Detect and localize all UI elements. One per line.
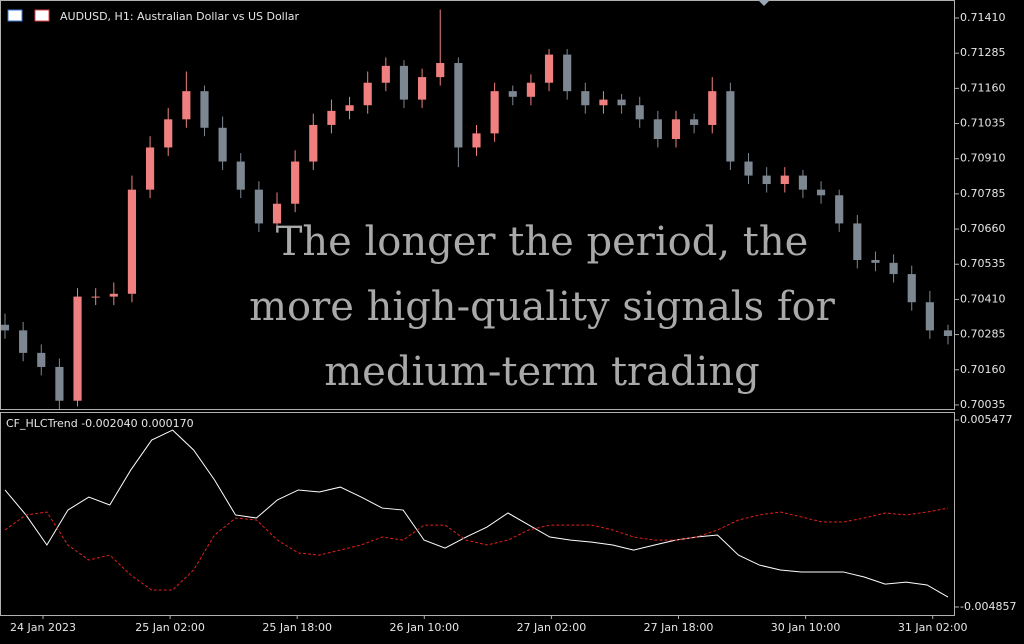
candle-body [381, 65, 390, 83]
candle-body [218, 127, 227, 162]
y-tick-label: 0.70535 [960, 257, 1006, 270]
x-tick-label: 26 Jan 10:00 [389, 621, 459, 634]
candle-body [436, 63, 445, 78]
candle-body [508, 91, 517, 97]
candle-body [164, 119, 173, 148]
candle-body [762, 175, 771, 185]
y-tick-label: 0.71285 [960, 46, 1006, 59]
period-icon[interactable] [34, 9, 50, 22]
candle-body [599, 99, 608, 106]
y-tick-label: 0.71410 [960, 11, 1006, 24]
indicator-label: CF_HLCTrend -0.002040 0.000170 [6, 417, 194, 430]
candle-body [254, 189, 263, 224]
candle-body [182, 91, 191, 120]
candle-body [418, 77, 427, 100]
y-tick-label: 0.70910 [960, 152, 1006, 165]
candle-body [798, 175, 808, 190]
symbol-icon[interactable] [7, 9, 23, 22]
candle-body [581, 91, 590, 106]
y-tick-label: 0.70410 [960, 292, 1006, 305]
candle-body [563, 54, 572, 92]
price-panel [0, 0, 955, 410]
y-tick-label: 0.005477 [960, 413, 1013, 426]
candle-body [780, 175, 789, 185]
candle-body [871, 260, 880, 263]
shift-marker [758, 0, 770, 6]
candle-body [835, 195, 844, 224]
y-tick-label: 0.71160 [960, 81, 1006, 94]
candle-body [19, 330, 28, 353]
candle-body [889, 262, 898, 275]
candle-body [291, 161, 300, 204]
y-tick-label: -0.004857 [960, 600, 1016, 613]
y-tick-label: 0.70660 [960, 222, 1006, 235]
candle-body [399, 65, 409, 100]
x-tick-label: 24 Jan 2023 [10, 621, 76, 634]
candle-body [272, 203, 282, 224]
candle-body [635, 105, 644, 120]
candle-body [907, 274, 916, 303]
candle-body [0, 324, 10, 331]
candle-body [653, 119, 662, 140]
candle-body [327, 110, 336, 125]
y-tick-label: 0.70160 [960, 363, 1006, 376]
candle-body [726, 91, 735, 162]
y-tick-label: 0.70035 [960, 398, 1006, 411]
candle-body [526, 82, 535, 97]
y-tick-label: 0.70785 [960, 187, 1006, 200]
candle-body [544, 54, 554, 83]
candle-body [109, 293, 118, 297]
overlay-caption: more high-quality signals for [249, 284, 836, 330]
indicator-line [4, 429, 949, 598]
candle-body [363, 82, 372, 106]
candle-body [309, 124, 318, 162]
candle-body [200, 91, 209, 128]
candle-body [671, 119, 681, 140]
candle-body [617, 99, 626, 106]
candle-body [127, 189, 137, 294]
candle-body [454, 63, 463, 148]
candle-body [91, 296, 100, 298]
candle-body [55, 366, 64, 401]
candle-body [145, 147, 155, 190]
candle-body [708, 91, 717, 125]
candle-body [816, 189, 826, 196]
candle-body [472, 133, 481, 148]
candle-body [37, 352, 46, 367]
overlay-caption: medium-term trading [324, 349, 760, 395]
candle-body [853, 223, 862, 261]
overlay-caption: The longer the period, the [276, 219, 809, 265]
indicator-panel [0, 412, 955, 616]
candle-body [236, 161, 245, 190]
candle-body [490, 91, 499, 134]
y-tick-label: 0.71035 [960, 117, 1006, 130]
candle-body [690, 119, 699, 125]
x-tick-label: 25 Jan 02:00 [135, 621, 205, 634]
x-tick-label: 25 Jan 18:00 [262, 621, 332, 634]
y-tick-label: 0.70285 [960, 328, 1006, 341]
x-tick-label: 31 Jan 02:00 [898, 621, 968, 634]
candle-body [345, 105, 354, 111]
x-tick-label: 30 Jan 10:00 [771, 621, 841, 634]
candle-body [943, 330, 953, 336]
candle-body [73, 296, 82, 401]
chart-header: AUDUSD, H1: Australian Dollar vs US Doll… [60, 10, 300, 23]
candle-body [744, 161, 753, 176]
indicator-line [4, 507, 949, 591]
x-tick-label: 27 Jan 18:00 [644, 621, 714, 634]
x-tick-label: 27 Jan 02:00 [517, 621, 587, 634]
candle-body [925, 302, 934, 331]
